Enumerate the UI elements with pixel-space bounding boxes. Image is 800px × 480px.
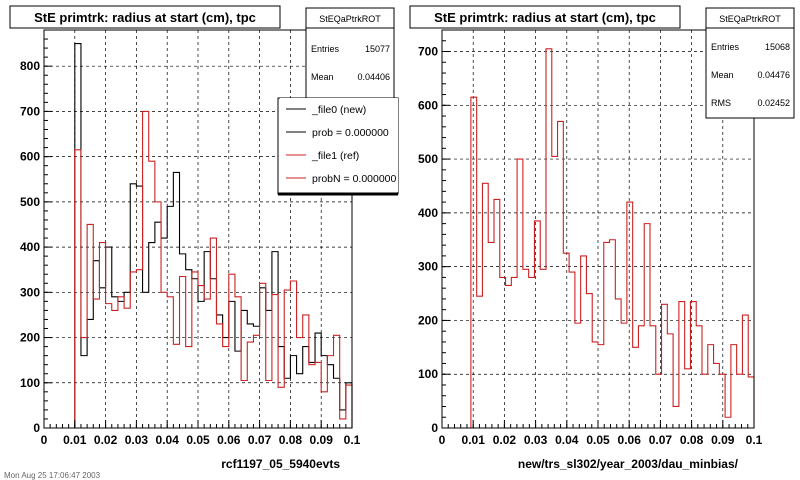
left-legend: _file0 (new) prob = 0.000000 _file1 (ref… bbox=[277, 97, 399, 196]
right-ytick-label: 600 bbox=[418, 98, 438, 112]
right-xtick-label: 0.09 bbox=[711, 433, 735, 447]
panel-right: 0 0.01 0.02 0.03 0.04 0.05 0.06 0.07 0.08 0.09 0.1… bbox=[409, 5, 795, 471]
legend-label-prob: prob = 0.000000 bbox=[312, 127, 389, 139]
left-stat-mean-value: 0.04406 bbox=[357, 72, 390, 82]
left-series bbox=[44, 43, 353, 429]
left-stats-name: StEQaPtrkROT bbox=[319, 14, 381, 24]
left-ytick-label: 500 bbox=[20, 195, 40, 209]
footer-timestamp: Mon Aug 25 17:06:47 2003 bbox=[4, 471, 101, 480]
panel-left: 0 0.01 0.02 0.03 0.04 0.05 0.06 0.07 0.08 0.09 0.1… bbox=[9, 5, 399, 471]
right-xtick-label: 0.06 bbox=[618, 433, 642, 447]
left-ytick-label: 0 bbox=[33, 421, 40, 435]
right-xtick-label: 0.05 bbox=[586, 433, 610, 447]
left-ytick-label: 300 bbox=[20, 285, 40, 299]
left-xtick-label: 0.08 bbox=[279, 433, 303, 447]
left-ytick-label: 600 bbox=[20, 150, 40, 164]
left-xtick-label: 0.05 bbox=[186, 433, 210, 447]
right-stat-mean-value: 0.04476 bbox=[757, 70, 790, 80]
left-xtick-label: 0.1 bbox=[344, 433, 361, 447]
left-xtick-label: 0.09 bbox=[310, 433, 334, 447]
left-ytick-label: 700 bbox=[20, 104, 40, 118]
right-xtick-label: 0.04 bbox=[555, 433, 579, 447]
right-grid bbox=[442, 30, 754, 428]
left-title: StE primtrk: radius at start (cm), tpc bbox=[34, 10, 256, 25]
right-xtick-label: 0.01 bbox=[462, 433, 486, 447]
left-stat-mean-label: Mean bbox=[311, 72, 334, 82]
left-xtick-label: 0.06 bbox=[217, 433, 241, 447]
right-ytick-label: 400 bbox=[418, 206, 438, 220]
left-ytick-label: 400 bbox=[20, 240, 40, 254]
right-xtick-label: 0.03 bbox=[524, 433, 548, 447]
right-stat-rms-label: RMS bbox=[711, 98, 731, 108]
right-yticks: 0 100 200 300 400 500 600 700 bbox=[418, 29, 450, 435]
right-series bbox=[442, 48, 755, 429]
left-stat-entries-label: Entries bbox=[311, 44, 340, 54]
right-xtick-label: 0 bbox=[439, 433, 446, 447]
right-xticks: 0 0.01 0.02 0.03 0.04 0.05 0.06 0.07 0.08 0.09 0.1 bbox=[439, 420, 763, 447]
left-xtick-label: 0.07 bbox=[248, 433, 272, 447]
left-title-box bbox=[9, 5, 281, 29]
left-series-1-hist bbox=[44, 110, 353, 429]
left-yticks: 0 100 200 300 400 500 600 700 800 bbox=[20, 29, 52, 435]
left-xtick-label: 0.01 bbox=[63, 433, 87, 447]
left-stat-entries-value: 15077 bbox=[365, 44, 390, 54]
right-xtick-label: 0.07 bbox=[649, 433, 673, 447]
right-stat-mean-label: Mean bbox=[711, 70, 734, 80]
right-stat-rms-value: 0.02452 bbox=[757, 98, 790, 108]
left-xtick-label: 0.02 bbox=[94, 433, 118, 447]
right-stat-entries-label: Entries bbox=[711, 42, 740, 52]
right-stats-box: StEQaPtrkROT Entries 15068 Mean 0.04476 … bbox=[705, 7, 795, 119]
left-ytick-label: 100 bbox=[20, 376, 40, 390]
right-xtick-label: 0.08 bbox=[680, 433, 704, 447]
right-ytick-label: 200 bbox=[418, 313, 438, 327]
right-stats-name: StEQaPtrkROT bbox=[719, 14, 781, 24]
right-xlabel: new/trs_sl302/year_2003/dau_minbias/ bbox=[518, 457, 739, 471]
left-xtick-label: 0 bbox=[41, 433, 48, 447]
right-xtick-label: 0.1 bbox=[746, 433, 763, 447]
right-title: StE primtrk: radius at start (cm), tpc bbox=[434, 10, 656, 25]
left-xtick-label: 0.04 bbox=[156, 433, 180, 447]
legend-label-file0: _file0 (new) bbox=[311, 104, 366, 116]
left-xticks: 0 0.01 0.02 0.03 0.04 0.05 0.06 0.07 0.08 0.09 0.1 bbox=[41, 420, 361, 447]
legend-label-file1: _file1 (ref) bbox=[311, 150, 359, 162]
right-series-0-hist bbox=[442, 48, 755, 429]
legend-label-probN: probN = 0.000000 bbox=[312, 173, 397, 185]
right-ytick-label: 100 bbox=[418, 367, 438, 381]
left-grid bbox=[44, 30, 352, 428]
right-xtick-label: 0.02 bbox=[493, 433, 517, 447]
right-title-box bbox=[409, 5, 681, 29]
right-ytick-label: 700 bbox=[418, 45, 438, 59]
right-stat-entries-value: 15068 bbox=[765, 42, 790, 52]
left-ytick-label: 800 bbox=[20, 59, 40, 73]
right-ytick-label: 0 bbox=[431, 421, 438, 435]
right-ytick-label: 300 bbox=[418, 260, 438, 274]
left-xlabel: rcf1197_05_5940evts bbox=[221, 457, 340, 471]
right-ytick-label: 500 bbox=[418, 152, 438, 166]
left-xtick-label: 0.03 bbox=[125, 433, 149, 447]
left-ytick-label: 200 bbox=[20, 331, 40, 345]
